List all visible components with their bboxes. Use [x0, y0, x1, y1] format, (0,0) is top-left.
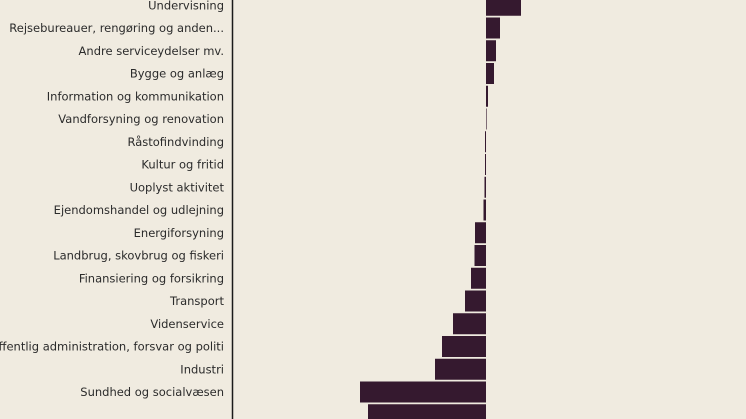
bar-17 — [435, 358, 486, 380]
bar-12 — [474, 245, 486, 266]
category-label-4: Bygge og anlæg — [130, 67, 224, 81]
bar-2 — [486, 17, 500, 39]
category-label-12: Landbrug, skovbrug og fiskeri — [53, 249, 224, 263]
bar-13 — [471, 267, 486, 289]
bar-1 — [486, 0, 521, 16]
category-label-14: Transport — [169, 294, 224, 308]
category-label-18: Sundhed og socialvæsen — [80, 385, 224, 399]
bar-14 — [465, 290, 486, 312]
bar-3 — [486, 40, 496, 62]
category-label-10: Ejendomshandel og udlejning — [54, 203, 224, 217]
bar-11 — [475, 222, 486, 244]
bar-16 — [442, 336, 486, 357]
bar-19 — [368, 404, 486, 419]
bar-15 — [453, 313, 486, 335]
bar-8 — [485, 154, 486, 175]
bar-10 — [483, 199, 486, 221]
bar-18 — [360, 381, 486, 403]
category-label-3: Andre serviceydelser mv. — [79, 44, 224, 58]
category-label-6: Vandforsyning og renovation — [58, 112, 224, 126]
bar-6 — [486, 108, 487, 130]
bar-7 — [485, 131, 486, 153]
category-label-9: Uoplyst aktivitet — [130, 180, 225, 194]
category-label-13: Finansiering og forsikring — [79, 271, 224, 285]
category-labels: Undervisning Rejsebureauer, rengøring og … — [0, 0, 224, 399]
bar-5 — [486, 85, 488, 107]
category-label-7: Råstofindvinding — [127, 135, 224, 149]
bars-group — [360, 0, 521, 419]
category-label-16: Offentlig administration, forsvar og pol… — [0, 340, 224, 354]
bar-9 — [484, 176, 486, 198]
category-label-17: Industri — [180, 362, 224, 376]
category-label-15: Videnservice — [150, 317, 224, 331]
category-label-5: Information og kommunikation — [47, 89, 224, 103]
category-label-1: Undervisning — [148, 0, 224, 12]
bar-4 — [486, 63, 494, 84]
category-label-2: Rejsebureauer, rengøring og anden... — [9, 21, 224, 35]
category-label-11: Energiforsyning — [134, 226, 224, 240]
category-label-8: Kultur og fritid — [141, 158, 224, 172]
